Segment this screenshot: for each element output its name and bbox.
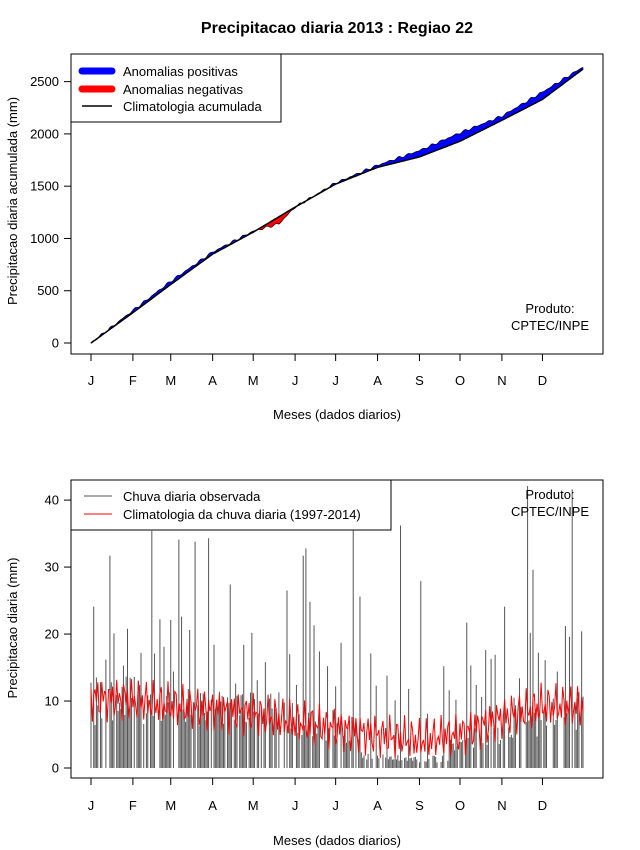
credit-label-top: Produto:: [525, 301, 574, 316]
y-tick-label: 40: [45, 493, 59, 508]
x-tick-label: J: [332, 798, 339, 813]
y-axis-bottom: 0 10 20 30 40: [45, 493, 72, 776]
chart-top: 0 500 1000 1500 2000 2500 J F M A M J J A S O N D Precip…: [5, 53, 604, 422]
x-tick-label: A: [208, 373, 217, 388]
climatology-daily-line: [90, 679, 584, 758]
x-tick-label: M: [165, 798, 176, 813]
y-tick-label: 10: [45, 694, 59, 709]
y-tick-label: 500: [37, 283, 59, 298]
x-tick-label: A: [373, 798, 382, 813]
y-axis-top: 0 500 1000 1500 2000 2500: [30, 74, 72, 351]
y-axis-label-top: Precipitacao diaria acumulada (mm): [5, 97, 20, 305]
x-tick-label: A: [208, 798, 217, 813]
y-tick-label: 1500: [30, 179, 59, 194]
figure-title: Precipitacao diaria 2013 : Regiao 22: [201, 20, 473, 37]
legend-label-positive: Anomalias positivas: [123, 64, 238, 79]
y-axis-label-bottom: Precipitacao diaria (mm): [5, 558, 20, 699]
x-tick-label: D: [538, 373, 547, 388]
observed-bars-layer: [90, 486, 584, 768]
x-tick-label: O: [455, 373, 465, 388]
legend-top: Anomalias positivas Anomalias negativas …: [70, 53, 282, 123]
x-tick-label: N: [497, 373, 506, 388]
x-tick-label: N: [497, 798, 506, 813]
x-tick-label: S: [415, 373, 424, 388]
x-tick-label: S: [415, 798, 424, 813]
y-tick-label: 20: [45, 627, 59, 642]
credit-label-bottom: Produto:: [525, 487, 574, 502]
x-tick-label: M: [165, 373, 176, 388]
legend-label-observed: Chuva diaria observada: [123, 489, 261, 504]
legend-box-bottom: [70, 479, 392, 531]
credit-agency-top: CPTEC/INPE: [511, 318, 589, 333]
legend-bottom: Chuva diaria observada Climatologia da c…: [70, 479, 392, 531]
x-axis-label-top: Meses (dados diarios): [273, 407, 401, 422]
legend-label-negative: Anomalias negativas: [123, 82, 243, 97]
x-tick-label: M: [248, 373, 259, 388]
y-tick-label: 2500: [30, 74, 59, 89]
credit-agency-bottom: CPTEC/INPE: [511, 504, 589, 519]
x-tick-label: J: [88, 373, 95, 388]
climatology-accumulated-line: [90, 68, 584, 344]
x-tick-label: O: [455, 798, 465, 813]
y-tick-label: 2000: [30, 126, 59, 141]
x-tick-label: F: [129, 798, 137, 813]
x-tick-label: M: [248, 798, 259, 813]
x-axis-label-bottom: Meses (dados diarios): [273, 833, 401, 848]
chart-bottom: 0 10 20 30 40 J F M A M J J A S O N D Precipitacao diar…: [5, 479, 604, 848]
x-tick-label: J: [292, 373, 299, 388]
x-tick-label: J: [292, 798, 299, 813]
y-tick-label: 0: [52, 336, 59, 351]
y-tick-label: 1000: [30, 231, 59, 246]
x-tick-label: J: [88, 798, 95, 813]
y-tick-label: 0: [52, 761, 59, 776]
x-tick-label: D: [538, 798, 547, 813]
x-tick-label: F: [129, 373, 137, 388]
legend-label-climatology: Climatologia acumulada: [123, 99, 263, 114]
x-tick-label: A: [373, 373, 382, 388]
legend-label-clim-daily: Climatologia da chuva diaria (1997-2014): [123, 507, 361, 522]
x-tick-label: J: [332, 373, 339, 388]
y-tick-label: 30: [45, 560, 59, 575]
